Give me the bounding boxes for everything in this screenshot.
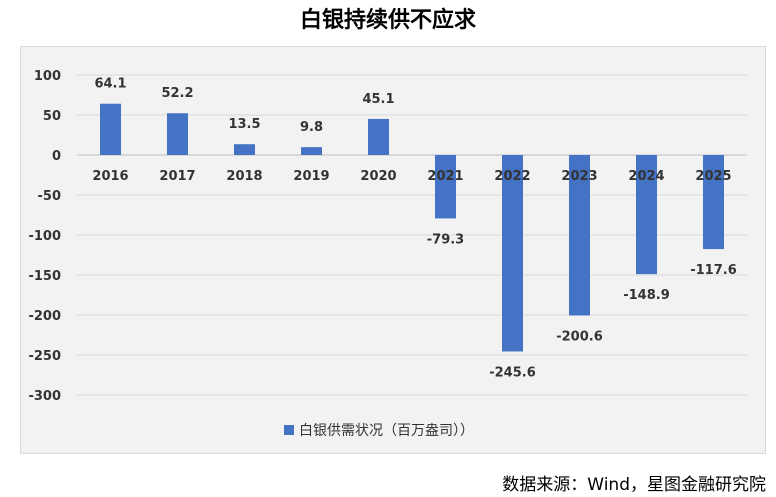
x-tick-label: 2021	[427, 169, 463, 184]
data-label: -200.6	[556, 329, 603, 344]
bar	[502, 155, 523, 352]
y-tick-label: 100	[34, 69, 61, 84]
data-label: -148.9	[623, 288, 670, 303]
bars	[100, 103, 724, 352]
bar	[100, 103, 121, 155]
legend: 白银供需状况（百万盎司））	[284, 423, 474, 439]
y-tick-label: -200	[28, 309, 61, 324]
data-labels: 64.1 52.2 13.5 9.8 45.1 -79.3 -245.6 -200.6 -148…	[94, 77, 736, 381]
bar	[234, 144, 255, 155]
chart-title: 白银持续供不应求	[299, 8, 476, 33]
y-axis-ticks: 100 50 0 -50 -100 -150 -200 -250 -300	[28, 69, 61, 404]
data-label: -79.3	[427, 232, 464, 247]
bar	[167, 113, 188, 155]
y-tick-label: -50	[38, 189, 62, 204]
bar	[301, 147, 322, 155]
data-label: 52.2	[161, 86, 193, 101]
x-tick-label: 2022	[494, 169, 530, 184]
data-label: 64.1	[94, 77, 126, 92]
y-tick-label: 50	[43, 109, 61, 124]
y-tick-label: -100	[28, 229, 61, 244]
x-tick-label: 2016	[92, 169, 128, 184]
bar	[569, 155, 590, 316]
x-tick-label: 2019	[293, 169, 329, 184]
x-tick-label: 2017	[159, 169, 195, 184]
gridlines	[77, 74, 747, 396]
legend-label: 白银供需状况（百万盎司））	[299, 423, 474, 439]
data-label: 45.1	[362, 92, 394, 107]
x-tick-label: 2018	[226, 169, 262, 184]
x-tick-label: 2023	[561, 169, 597, 184]
bar	[703, 155, 724, 250]
x-tick-label: 2024	[628, 169, 664, 184]
chart-panel: 100 50 0 -50 -100 -150 -200 -250 -300 2016 2017 20…	[20, 46, 766, 454]
y-tick-label: -150	[28, 269, 61, 284]
bar	[368, 118, 389, 155]
x-tick-label: 2020	[360, 169, 396, 184]
x-tick-label: 2025	[695, 169, 731, 184]
data-label: -117.6	[690, 263, 737, 278]
y-tick-label: 0	[52, 149, 61, 164]
data-label: -245.6	[489, 365, 536, 380]
x-axis-labels: 2016 2017 2018 2019 2020 2021 2022 2023 2024 2025	[92, 169, 731, 184]
bar	[636, 155, 657, 275]
y-tick-label: -250	[28, 349, 61, 364]
data-label: 9.8	[300, 120, 323, 135]
legend-swatch	[284, 425, 294, 435]
bar	[435, 155, 456, 219]
y-tick-label: -300	[28, 389, 61, 404]
data-label: 13.5	[228, 117, 260, 132]
source-note: 数据来源：Wind，星图金融研究院	[502, 475, 766, 495]
